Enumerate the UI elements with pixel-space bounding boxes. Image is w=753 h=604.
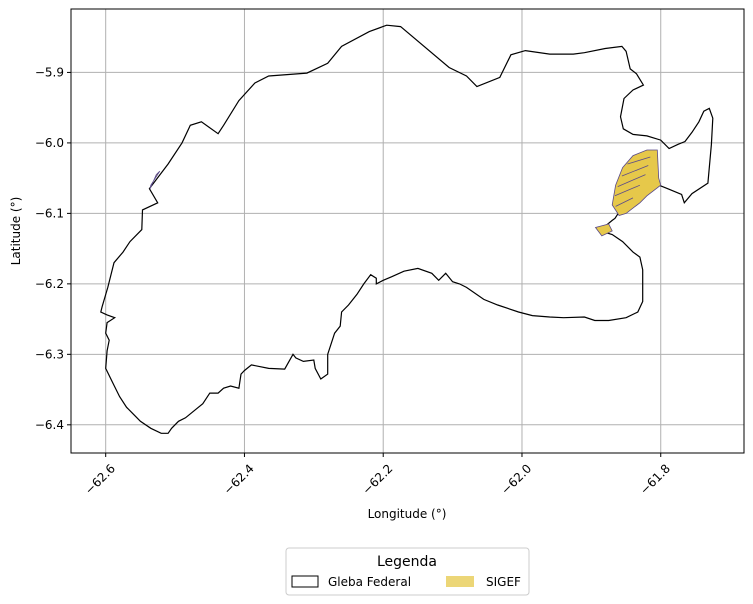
legend: Legenda Gleba Federal SIGEF	[285, 547, 530, 596]
y-tick-label: −6.4	[35, 418, 64, 432]
legend-swatch-gleba-federal	[291, 575, 319, 588]
y-tick-label: −5.9	[35, 65, 64, 79]
y-tick-label: −6.1	[35, 206, 64, 220]
sigef-parcel	[149, 170, 161, 189]
sigef-parcel-divider	[621, 165, 649, 177]
legend-swatch-sigef	[446, 576, 474, 587]
y-tick-label: −6.0	[35, 136, 64, 150]
sigef-parcel-divider	[617, 174, 646, 187]
sigef-parcel-divider	[627, 156, 651, 165]
gleba-federal-boundary	[100, 24, 714, 434]
y-tick-label: −6.2	[35, 277, 64, 291]
sigef-parcel-divider	[614, 184, 641, 197]
legend-label-gleba-federal: Gleba Federal	[328, 575, 411, 589]
plot-area-frame	[70, 8, 745, 454]
x-axis-label: Longitude (°)	[368, 507, 447, 521]
map-polygons	[100, 24, 714, 434]
sigef-parcel	[611, 149, 662, 216]
legend-label-sigef: SIGEF	[486, 575, 521, 589]
sigef-parcel	[594, 223, 613, 237]
sigef-parcel-divider	[615, 197, 634, 207]
legend-title: Legenda	[377, 554, 437, 570]
grid-lines	[71, 9, 744, 453]
y-axis-label: Latitude (°)	[9, 197, 23, 266]
y-tick-label: −6.3	[35, 347, 64, 361]
y-ticks: −5.9 −6.0 −6.1 −6.2 −6.3 −6.4	[35, 65, 71, 432]
